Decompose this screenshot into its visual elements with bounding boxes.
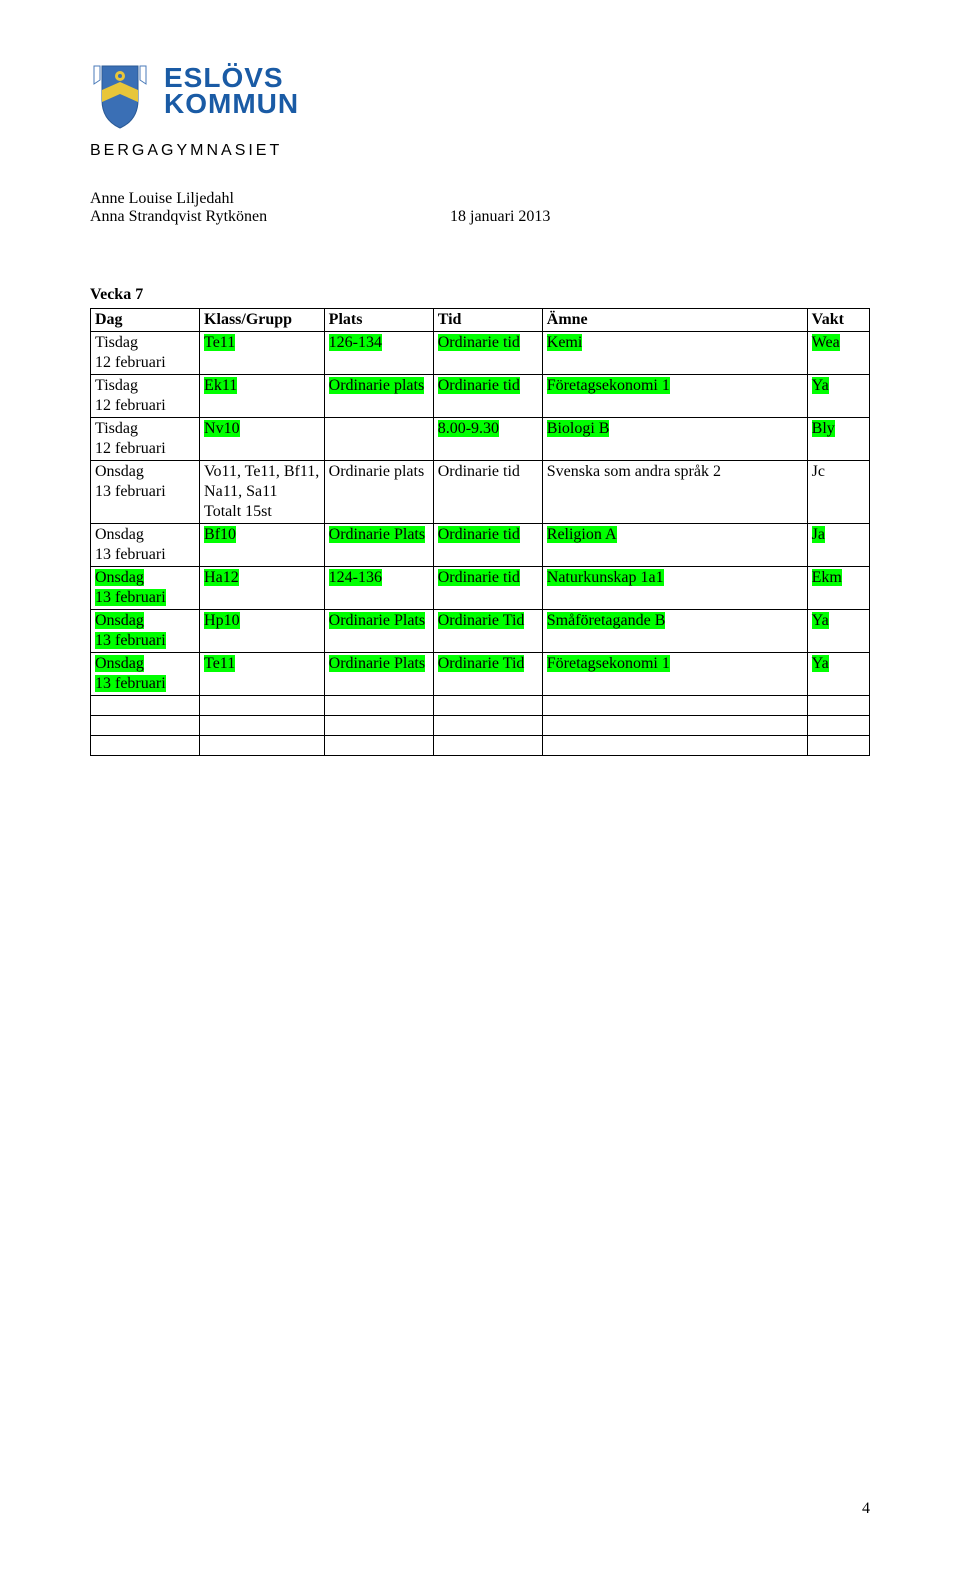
municipal-shield-logo (90, 60, 150, 132)
table-row: Tisdag12 februariTe11126-134Ordinarie ti… (91, 332, 870, 375)
table-cell: Ordinarie tid (433, 461, 542, 524)
table-cell: Bly (807, 418, 869, 461)
table-cell: Ordinarie Plats (324, 610, 433, 653)
table-cell: Tisdag12 februari (91, 332, 200, 375)
table-cell: Ekm (807, 567, 869, 610)
table-cell: Ya (807, 653, 869, 696)
table-cell: Ordinarie tid (433, 375, 542, 418)
table-cell-empty (200, 716, 325, 736)
table-cell: Ordinarie plats (324, 461, 433, 524)
table-cell-empty (542, 716, 807, 736)
table-cell: Kemi (542, 332, 807, 375)
th-plats: Plats (324, 309, 433, 332)
document-date: 18 januari 2013 (450, 208, 550, 226)
week-title: Vecka 7 (90, 286, 870, 304)
table-row-empty (91, 736, 870, 756)
table-cell: Ordinarie tid (433, 332, 542, 375)
table-cell: Företagsekonomi 1 (542, 375, 807, 418)
table-cell-empty (324, 736, 433, 756)
table-cell: Onsdag13 februari (91, 461, 200, 524)
table-cell: Jc (807, 461, 869, 524)
table-cell: Onsdag13 februari (91, 653, 200, 696)
table-cell: Ordinarie Plats (324, 524, 433, 567)
table-cell: 8.00-9.30 (433, 418, 542, 461)
table-cell: Vo11, Te11, Bf11, Na11, Sa11Totalt 15st (200, 461, 325, 524)
table-cell-empty (91, 696, 200, 716)
table-cell-empty (807, 736, 869, 756)
table-cell: 124-136 (324, 567, 433, 610)
document-meta: Anne Louise Liljedahl Anna Strandqvist R… (90, 190, 870, 226)
table-cell: Småföretagande B (542, 610, 807, 653)
table-cell: Onsdag13 februari (91, 610, 200, 653)
table-row: Onsdag13 februariBf10Ordinarie PlatsOrdi… (91, 524, 870, 567)
brand-line2: KOMMUN (164, 90, 299, 118)
table-cell: Ha12 (200, 567, 325, 610)
schedule-table: Dag Klass/Grupp Plats Tid Ämne Vakt Tisd… (90, 308, 870, 756)
table-cell-empty (542, 696, 807, 716)
table-cell-empty (324, 716, 433, 736)
author-name-2: Anna Strandqvist Rytkönen (90, 208, 450, 226)
table-cell-empty (807, 716, 869, 736)
table-cell-empty (433, 736, 542, 756)
author-name-1: Anne Louise Liljedahl (90, 190, 450, 208)
table-cell: Tisdag12 februari (91, 375, 200, 418)
table-cell-empty (433, 716, 542, 736)
th-klass: Klass/Grupp (200, 309, 325, 332)
table-cell: Ordinarie tid (433, 567, 542, 610)
table-cell-empty (324, 696, 433, 716)
table-cell: Nv10 (200, 418, 325, 461)
header: ESLÖVS KOMMUN (90, 60, 870, 132)
th-vakt: Vakt (807, 309, 869, 332)
table-row-empty (91, 696, 870, 716)
sub-brand: BERGAGYMNASIET (90, 142, 870, 160)
table-cell (324, 418, 433, 461)
table-cell-empty (91, 716, 200, 736)
table-cell: Biologi B (542, 418, 807, 461)
table-cell-empty (91, 736, 200, 756)
brand-text: ESLÖVS KOMMUN (164, 60, 299, 118)
table-row: Onsdag13 februariHa12124-136Ordinarie ti… (91, 567, 870, 610)
table-row-empty (91, 716, 870, 736)
table-cell: Ordinarie Plats (324, 653, 433, 696)
table-cell: Ya (807, 375, 869, 418)
table-cell: Ordinarie Tid (433, 653, 542, 696)
table-row: Tisdag12 februariEk11Ordinarie platsOrdi… (91, 375, 870, 418)
table-cell: Religion A (542, 524, 807, 567)
table-cell: Ordinarie Tid (433, 610, 542, 653)
table-cell: Te11 (200, 653, 325, 696)
table-cell: Naturkunskap 1a1 (542, 567, 807, 610)
table-row: Onsdag13 februariTe11Ordinarie PlatsOrdi… (91, 653, 870, 696)
table-row: Onsdag13 februariVo11, Te11, Bf11, Na11,… (91, 461, 870, 524)
table-cell-empty (433, 696, 542, 716)
table-cell: 126-134 (324, 332, 433, 375)
table-cell: Onsdag13 februari (91, 567, 200, 610)
th-amne: Ämne (542, 309, 807, 332)
th-dag: Dag (91, 309, 200, 332)
table-cell: Hp10 (200, 610, 325, 653)
table-cell: Tisdag12 februari (91, 418, 200, 461)
table-row: Tisdag12 februariNv10 8.00-9.30Biologi BB… (91, 418, 870, 461)
table-cell: Ordinarie plats (324, 375, 433, 418)
table-cell-empty (200, 696, 325, 716)
th-tid: Tid (433, 309, 542, 332)
table-row: Onsdag13 februariHp10Ordinarie PlatsOrdi… (91, 610, 870, 653)
table-cell: Företagsekonomi 1 (542, 653, 807, 696)
table-cell: Onsdag13 februari (91, 524, 200, 567)
table-header-row: Dag Klass/Grupp Plats Tid Ämne Vakt (91, 309, 870, 332)
table-cell: Wea (807, 332, 869, 375)
table-cell: Ja (807, 524, 869, 567)
table-cell-empty (200, 736, 325, 756)
table-cell-empty (807, 696, 869, 716)
table-cell-empty (542, 736, 807, 756)
table-cell: Ek11 (200, 375, 325, 418)
table-cell: Ya (807, 610, 869, 653)
table-cell: Bf10 (200, 524, 325, 567)
table-cell: Te11 (200, 332, 325, 375)
table-cell: Svenska som andra språk 2 (542, 461, 807, 524)
page-number: 4 (862, 1500, 870, 1518)
table-cell: Ordinarie tid (433, 524, 542, 567)
